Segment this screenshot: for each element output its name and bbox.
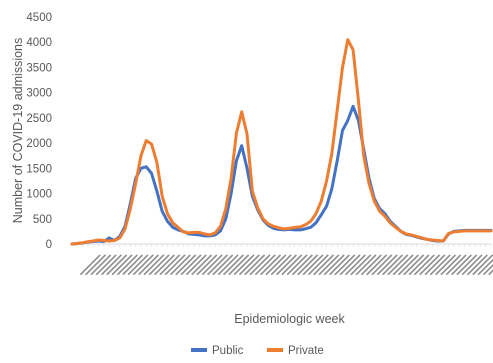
x-tick-label-mark [297,254,319,276]
x-tick-label-mark [244,254,266,276]
x-tick-label-mark [254,254,276,276]
x-tick-label-mark [217,254,239,276]
x-tick-label-mark [424,254,446,276]
x-tick-label-mark [329,254,350,276]
x-tick-label-mark [159,254,181,276]
x-tick-label-mark [143,254,165,276]
x-axis-title: Epidemiologic week [234,312,345,326]
x-tick-label-mark [148,254,170,276]
x-tick-label-mark [466,254,488,276]
x-tick-label-mark [419,254,441,276]
x-tick-label-mark [318,254,340,276]
x-tick-label-mark [100,254,122,276]
x-tick-label-mark [154,254,175,276]
y-axis-title: Number of COVID-19 admissions [11,38,25,223]
x-tick-label-mark [445,254,467,276]
x-tick-label-mark [270,254,292,276]
x-tick-label-mark [132,254,154,276]
x-tick-label-mark [382,254,404,276]
x-tick-label-mark [334,254,356,276]
x-tick-label-mark [339,254,361,276]
x-tick-label-mark [196,254,218,276]
x-tick-label-mark [387,254,409,276]
y-axis-ticks: 0 500 1000 1500 2000 2500 3000 3500 4000 4500 [26,12,52,251]
y-tick-label: 3500 [26,62,52,74]
y-tick-label: 3000 [26,88,52,100]
x-tick-label-mark [360,254,382,276]
x-tick-label-mark [392,254,414,276]
x-tick-label-mark [403,254,425,276]
x-tick-label-mark [185,254,207,276]
x-tick-label-mark [366,254,388,276]
legend: Public Private [191,345,324,357]
x-tick-label-mark [477,254,493,276]
x-tick-label-mark [413,254,435,276]
x-tick-label-mark [291,254,313,276]
x-tick-label-mark [260,254,282,276]
x-tick-label-mark [440,254,462,276]
x-tick-label-mark [307,254,329,276]
x-tick-label-mark [175,254,197,276]
y-tick-label: 1000 [26,189,52,201]
legend-label-private: Private [288,345,324,357]
series-lines [70,38,493,246]
x-tick-label-mark [95,254,117,276]
x-tick-label-mark [212,254,234,276]
x-tick-label-mark [472,254,493,276]
x-tick-label-mark [106,254,128,276]
x-tick-label-mark [435,254,457,276]
x-axis-ticks [71,244,493,276]
x-tick-label-mark [201,254,223,276]
x-tick-label-mark [169,254,191,276]
x-tick-label-mark [228,254,250,276]
x-tick-label-mark [164,254,186,276]
x-tick-label-mark [180,254,202,276]
y-tick-label: 500 [33,214,52,226]
x-tick-label-mark [461,254,483,276]
x-tick-label-mark [127,254,149,276]
series-line-public [70,104,493,246]
y-tick-label: 4000 [26,37,52,49]
x-tick-label-mark [482,254,493,276]
legend-label-public: Public [212,345,244,357]
x-tick-label-mark [313,254,335,276]
x-tick-label-mark [85,254,107,276]
x-tick-label-mark [429,254,451,276]
x-tick-label-mark [371,254,393,276]
x-tick-label-mark [111,254,133,276]
x-tick-label-mark [323,254,345,276]
y-tick-label: 4500 [26,12,52,24]
x-tick-label-mark [398,254,419,276]
y-tick-label: 1500 [26,163,52,175]
series-line-private [70,38,493,246]
x-tick-label-mark [138,254,160,276]
x-tick-label-mark [265,254,287,276]
x-tick-label-mark [350,254,372,276]
x-tick-label-mark [355,254,377,276]
x-tick-label-mark [249,254,271,276]
x-tick-label-mark [238,254,260,276]
y-tick-label: 2500 [26,113,52,125]
x-tick-label-mark [222,254,244,276]
x-tick-label-mark [90,254,112,276]
x-tick-label-mark [207,254,228,276]
x-tick-label-mark [286,254,308,276]
x-tick-label-mark [233,254,255,276]
x-tick-label-mark [79,254,101,276]
y-tick-label: 2000 [26,138,52,150]
x-tick-label-mark [344,254,366,276]
x-tick-label-mark [276,254,297,276]
x-tick-label-mark [116,254,138,276]
x-tick-label-mark [281,254,303,276]
x-tick-label-mark [191,254,213,276]
x-tick-label-mark [408,254,430,276]
y-tick-label: 0 [46,239,52,251]
x-tick-label-mark [122,254,144,276]
x-tick-label-mark [451,254,472,276]
x-tick-label-mark [456,254,478,276]
x-tick-label-mark [376,254,398,276]
x-tick-label-mark [302,254,324,276]
